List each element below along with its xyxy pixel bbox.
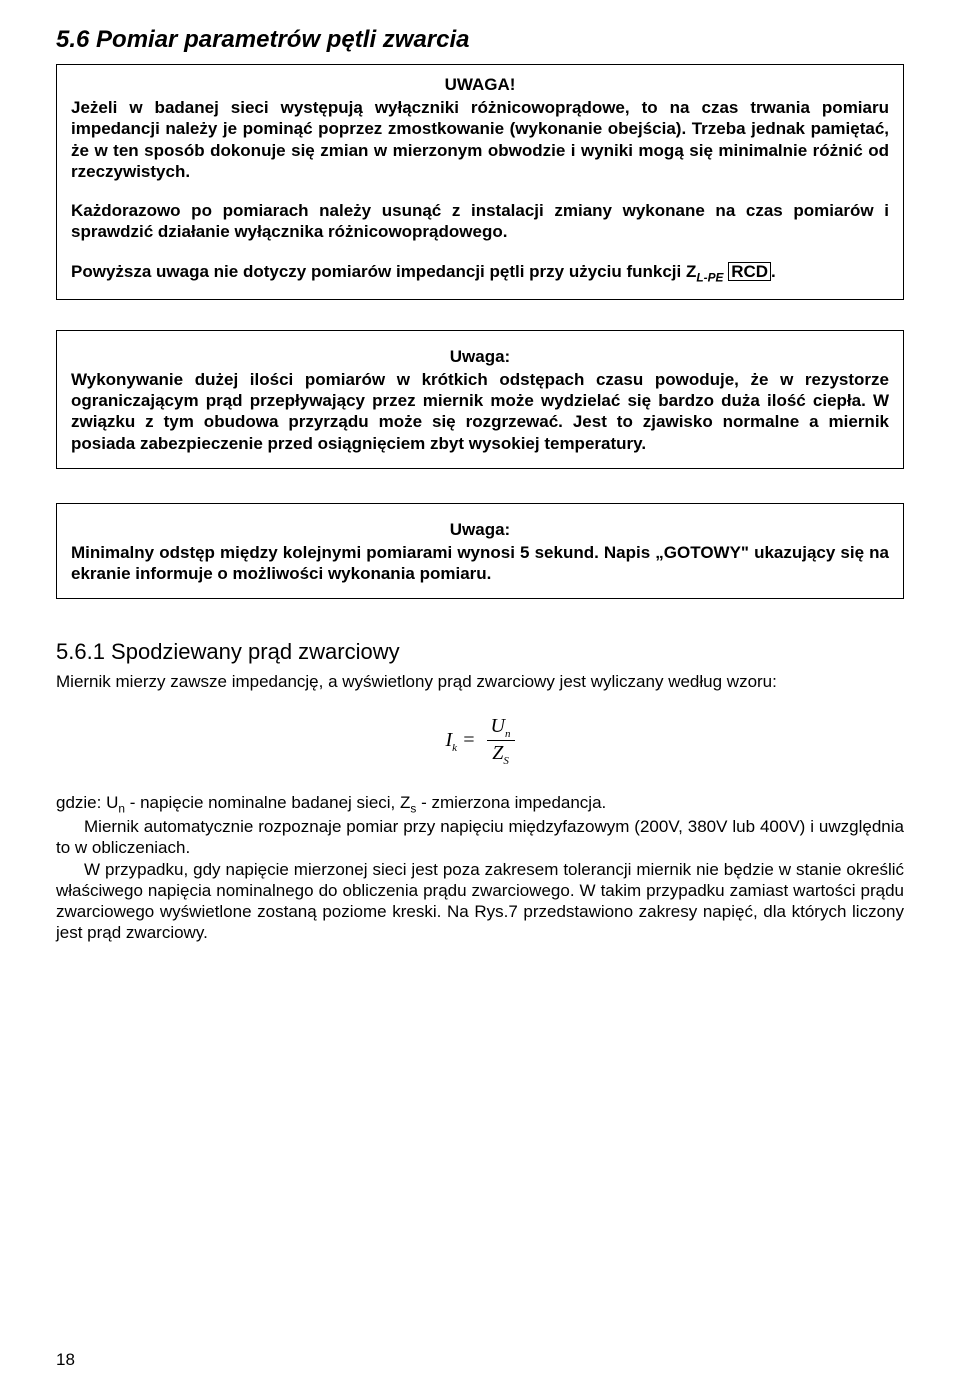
- warning-p3-b: .: [771, 262, 776, 281]
- warning-p3-sub: L-PE: [696, 270, 723, 284]
- warning-paragraph-3: Powyższa uwaga nie dotyczy pomiarów impe…: [71, 261, 889, 285]
- section-5-6-1-title: 5.6.1 Spodziewany prąd zwarciowy: [56, 639, 904, 665]
- section-5-6-title: 5.6 Pomiar parametrów pętli zwarcia: [56, 26, 904, 54]
- section-5-6-1-p3: W przypadku, gdy napięcie mierzonej siec…: [56, 859, 904, 944]
- section-5-6-1-p2: Miernik automatycznie rozpoznaje pomiar …: [56, 816, 904, 859]
- page-number: 18: [56, 1350, 75, 1370]
- note-box-1: Uwaga: Wykonywanie dużej ilości pomiarów…: [56, 330, 904, 469]
- formula-eq: =: [462, 729, 481, 751]
- note-2-text: Minimalny odstęp między kolejnymi pomiar…: [71, 542, 889, 585]
- p1-un: n: [118, 801, 125, 815]
- section-5-6-1-intro: Miernik mierzy zawsze impedancję, a wyśw…: [56, 671, 904, 692]
- formula-n: n: [505, 728, 511, 740]
- rcd-label: RCD: [728, 262, 771, 281]
- warning-p3-a: Powyższa uwaga nie dotyczy pomiarów impe…: [71, 262, 696, 281]
- warning-box: UWAGA! Jeżeli w badanej sieci występują …: [56, 64, 904, 300]
- formula-k: k: [452, 742, 457, 754]
- formula-fraction: Un ZS: [487, 715, 515, 768]
- formula-S: S: [503, 755, 509, 767]
- section-5-6-1-p1: gdzie: Un - napięcie nominalne badanej s…: [56, 792, 904, 816]
- p1b: - napięcie nominalne badanej sieci, Z: [125, 793, 410, 812]
- note-1-text: Wykonywanie dużej ilości pomiarów w krót…: [71, 369, 889, 454]
- warning-title: UWAGA!: [71, 75, 889, 95]
- formula-Z: Z: [492, 742, 503, 764]
- p1c: - zmierzona impedancja.: [416, 793, 606, 812]
- formula: Ik = Un ZS: [56, 715, 904, 768]
- note-2-title: Uwaga:: [71, 520, 889, 540]
- warning-paragraph-1: Jeżeli w badanej sieci występują wyłączn…: [71, 97, 889, 182]
- note-1-title: Uwaga:: [71, 347, 889, 367]
- note-box-2: Uwaga: Minimalny odstęp między kolejnymi…: [56, 503, 904, 600]
- warning-paragraph-2: Każdorazowo po pomiarach należy usunąć z…: [71, 200, 889, 243]
- p1a: gdzie: U: [56, 793, 118, 812]
- formula-U: U: [491, 715, 505, 737]
